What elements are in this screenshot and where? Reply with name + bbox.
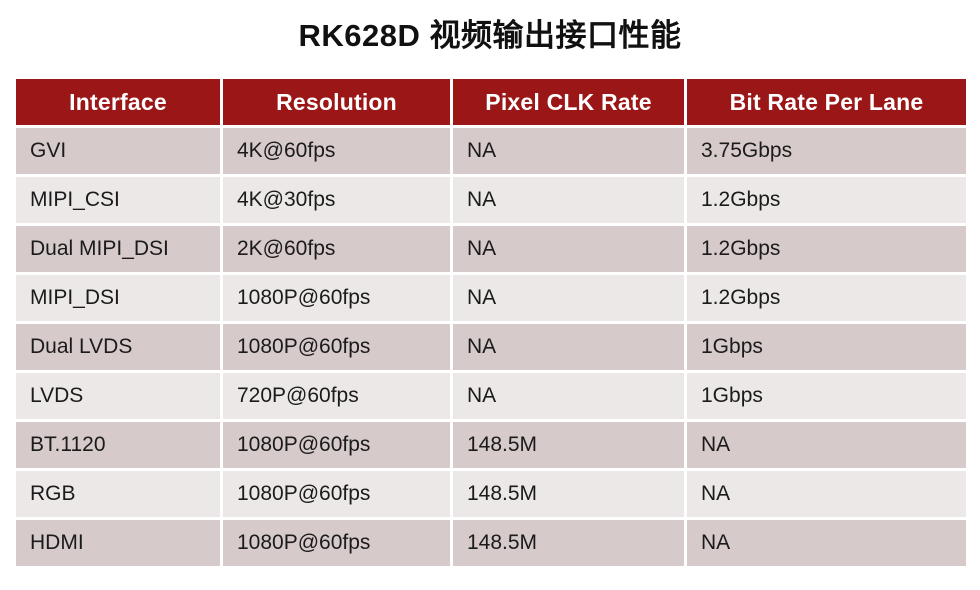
header-cell: Bit Rate Per Lane xyxy=(687,79,966,125)
table-body: GVI 4K@60fps NA 3.75Gbps MIPI_CSI 4K@30fps NA 1… xyxy=(16,128,966,566)
header-row: Interface Resolution Pixel CLK Rate Bit Rat… xyxy=(16,79,966,125)
table-row: BT.1120 1080P@60fps 148.5M NA xyxy=(16,422,966,468)
table-row: RGB 1080P@60fps 148.5M NA xyxy=(16,471,966,517)
table-row: Dual MIPI_DSI 2K@60fps NA 1.2Gbps xyxy=(16,226,966,272)
table-cell: 148.5M xyxy=(453,422,684,468)
table-cell: 1.2Gbps xyxy=(687,275,966,321)
table-row: HDMI 1080P@60fps 148.5M NA xyxy=(16,520,966,566)
table-cell: GVI xyxy=(16,128,220,174)
page-title: RK628D 视频输出接口性能 xyxy=(298,18,682,53)
table-cell: 3.75Gbps xyxy=(687,128,966,174)
header-cell: Interface xyxy=(16,79,220,125)
table-cell: 2K@60fps xyxy=(223,226,450,272)
table-cell: NA xyxy=(687,471,966,517)
table-cell: NA xyxy=(453,324,684,370)
table-cell: Dual LVDS xyxy=(16,324,220,370)
table-cell: NA xyxy=(453,226,684,272)
table-cell: 4K@30fps xyxy=(223,177,450,223)
performance-table: Interface Resolution Pixel CLK Rate Bit Rat… xyxy=(13,76,969,569)
header-cell: Pixel CLK Rate xyxy=(453,79,684,125)
table-cell: RGB xyxy=(16,471,220,517)
table-cell: NA xyxy=(453,177,684,223)
table-row: MIPI_DSI 1080P@60fps NA 1.2Gbps xyxy=(16,275,966,321)
table-cell: 1.2Gbps xyxy=(687,226,966,272)
table-row: GVI 4K@60fps NA 3.75Gbps xyxy=(16,128,966,174)
table-cell: LVDS xyxy=(16,373,220,419)
table-cell: 1Gbps xyxy=(687,373,966,419)
table-cell: 1Gbps xyxy=(687,324,966,370)
table-cell: NA xyxy=(453,373,684,419)
table-cell: NA xyxy=(453,275,684,321)
table-row: Dual LVDS 1080P@60fps NA 1Gbps xyxy=(16,324,966,370)
table-cell: HDMI xyxy=(16,520,220,566)
table-cell: Dual MIPI_DSI xyxy=(16,226,220,272)
table-row: MIPI_CSI 4K@30fps NA 1.2Gbps xyxy=(16,177,966,223)
table-cell: 720P@60fps xyxy=(223,373,450,419)
table-cell: 4K@60fps xyxy=(223,128,450,174)
table-cell: NA xyxy=(687,422,966,468)
table-cell: 1080P@60fps xyxy=(223,324,450,370)
header-cell: Resolution xyxy=(223,79,450,125)
table-cell: 1080P@60fps xyxy=(223,520,450,566)
table-cell: NA xyxy=(453,128,684,174)
table-cell: 1080P@60fps xyxy=(223,471,450,517)
table-row: LVDS 720P@60fps NA 1Gbps xyxy=(16,373,966,419)
table-cell: 148.5M xyxy=(453,471,684,517)
table-cell: MIPI_DSI xyxy=(16,275,220,321)
table-cell: 1080P@60fps xyxy=(223,422,450,468)
table-cell: 1.2Gbps xyxy=(687,177,966,223)
table-cell: BT.1120 xyxy=(16,422,220,468)
table-cell: MIPI_CSI xyxy=(16,177,220,223)
table-cell: 1080P@60fps xyxy=(223,275,450,321)
table-cell: NA xyxy=(687,520,966,566)
table-header: Interface Resolution Pixel CLK Rate Bit Rat… xyxy=(16,79,966,125)
table-cell: 148.5M xyxy=(453,520,684,566)
